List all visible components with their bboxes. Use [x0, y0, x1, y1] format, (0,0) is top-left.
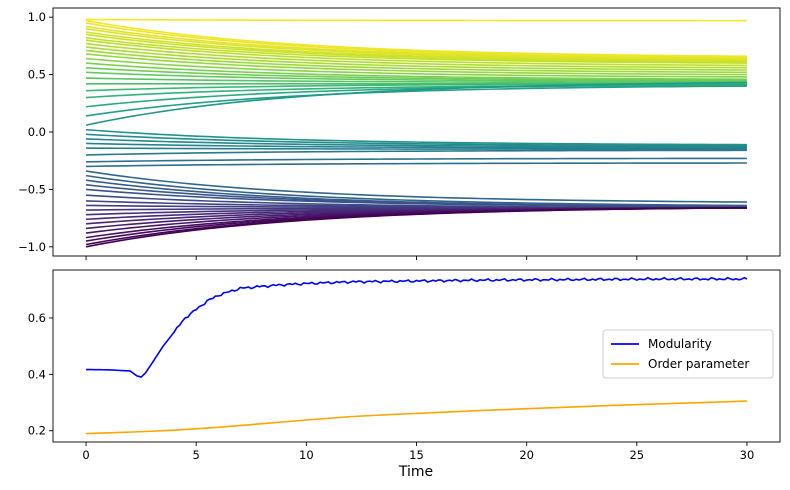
trajectory-line — [85, 42, 747, 69]
trajectory-line — [85, 206, 747, 242]
trajectory-line — [85, 22, 747, 59]
trajectory-line — [85, 170, 747, 203]
top-ticks: −1.0 −0.5 0.0 0.5 1.0 — [18, 10, 748, 260]
trajectory-line — [85, 81, 747, 126]
trajectory-line — [85, 53, 747, 76]
trajectory-line — [85, 27, 747, 61]
trajectory-line — [85, 84, 747, 108]
trajectory-line — [85, 37, 747, 64]
y-tick-label: 0.5 — [28, 68, 46, 82]
trajectory-line — [86, 138, 747, 148]
y-tick-label: 0.6 — [28, 311, 46, 325]
legend: Modularity Order parameter — [602, 329, 774, 379]
trajectory-line — [85, 25, 747, 60]
y-tick-label: 0.4 — [28, 367, 46, 381]
trajectory-line — [85, 62, 747, 80]
series-line-modularity — [86, 276, 748, 379]
trajectory-line — [86, 133, 747, 147]
trajectory-line — [85, 39, 747, 67]
legend-frame — [602, 329, 774, 379]
trajectory-line — [85, 66, 747, 82]
trajectory-line — [86, 147, 747, 151]
trajectory-line — [86, 157, 747, 163]
trajectory-line — [86, 162, 747, 168]
y-tick-label: −1.0 — [18, 240, 46, 254]
bottom-series — [86, 276, 748, 435]
series-line-order-parameter — [86, 400, 747, 435]
trajectory-line — [85, 206, 747, 225]
x-tick-label: 5 — [193, 448, 200, 462]
trajectory-line — [86, 142, 747, 149]
x-tick-label: 0 — [82, 448, 89, 462]
y-tick-label: 1.0 — [28, 10, 46, 24]
x-tick-label: 20 — [519, 448, 534, 462]
trajectory-line — [85, 49, 747, 74]
x-tick-label: 15 — [409, 448, 424, 462]
trajectory-line — [85, 57, 747, 78]
trajectory-line — [85, 128, 747, 146]
bottom-ticks: 0 5 10 15 20 25 30 0.2 0.4 0.6 — [28, 311, 755, 462]
trajectory-line — [85, 188, 747, 208]
trajectory-line — [85, 31, 747, 62]
x-tick-label: 30 — [740, 448, 755, 462]
y-tick-label: 0.2 — [28, 424, 46, 438]
trajectory-line — [85, 174, 747, 207]
trajectory-line — [86, 18, 747, 22]
trajectory-line — [86, 149, 747, 156]
legend-label-order-parameter: Order parameter — [648, 357, 749, 371]
x-tick-label: 10 — [299, 448, 314, 462]
y-tick-label: 0.0 — [28, 125, 46, 139]
top-panel: −1.0 −0.5 0.0 0.5 1.0 — [18, 7, 781, 260]
trajectory-line — [86, 77, 747, 84]
trajectory-line — [85, 206, 747, 248]
legend-label-modularity: Modularity — [648, 337, 712, 351]
x-tick-label: 25 — [629, 448, 644, 462]
x-axis-title: Time — [398, 464, 433, 480]
trajectory-line — [85, 46, 747, 71]
y-tick-label: −0.5 — [18, 182, 46, 196]
bottom-panel: 0 5 10 15 20 25 30 0.2 0.4 0.6 Time Modularity Or… — [28, 269, 781, 480]
top-trajectories — [85, 18, 747, 248]
trajectory-line — [85, 33, 747, 63]
trajectory-line — [85, 85, 747, 117]
trajectory-line — [86, 71, 747, 83]
trajectory-line — [85, 19, 747, 58]
